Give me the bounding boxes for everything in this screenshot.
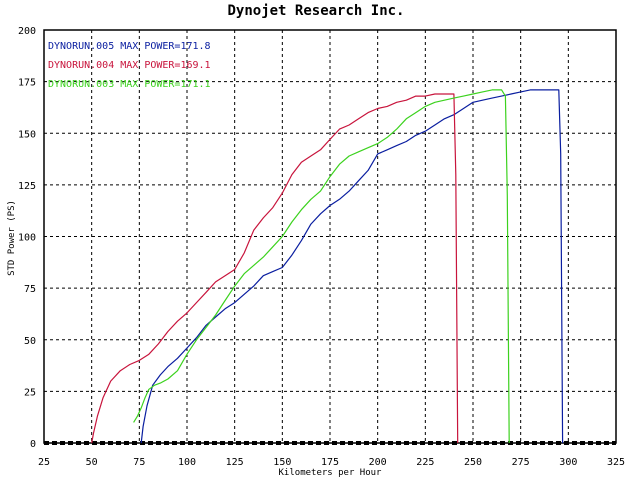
x-tick-label: 200	[369, 457, 387, 468]
x-tick-label: 75	[133, 457, 145, 468]
x-tick-label: 250	[464, 457, 482, 468]
plot-grid	[43, 29, 617, 445]
y-axis-label: STD Power (PS)	[7, 200, 17, 276]
x-axis-label: Kilometers per Hour	[279, 468, 383, 478]
x-tick-label: 25	[38, 457, 50, 468]
y-tick-label: 125	[18, 181, 36, 192]
y-axis-ticks: 0 25 50 75 100 125 150 175 200	[18, 26, 36, 450]
x-axis-ticks: 25 50 75 100 125 150 175 200 225 250 275 300 325	[38, 457, 625, 468]
series-line-dynorun-005	[140, 89, 564, 444]
legend: DYNORUN.005 MAX POWER=171.8 DYNORUN.004 M…	[48, 41, 211, 90]
legend-entry: DYNORUN.004 MAX POWER=169.1	[48, 60, 211, 71]
y-tick-label: 200	[18, 26, 36, 37]
y-tick-label: 150	[18, 129, 36, 140]
series-line-dynorun-003	[133, 89, 510, 444]
legend-entry: DYNORUN.003 MAX POWER=171.1	[48, 79, 211, 90]
x-tick-label: 225	[416, 457, 434, 468]
x-tick-label: 175	[321, 457, 339, 468]
y-tick-label: 75	[24, 284, 36, 295]
chart-title: Dynojet Research Inc.	[227, 3, 404, 19]
y-tick-label: 25	[24, 387, 36, 398]
series-line-dynorun-004	[91, 93, 459, 444]
y-tick-label: 0	[30, 439, 36, 450]
x-tick-label: 50	[86, 457, 98, 468]
x-tick-label: 325	[607, 457, 625, 468]
y-tick-label: 100	[18, 233, 36, 244]
plot-frame	[43, 29, 617, 444]
legend-entry: DYNORUN.005 MAX POWER=171.8	[48, 41, 211, 52]
x-tick-label: 275	[512, 457, 530, 468]
series-lines	[91, 89, 564, 444]
x-tick-label: 150	[273, 457, 291, 468]
y-tick-label: 175	[18, 78, 36, 89]
x-tick-label: 100	[178, 457, 196, 468]
x-tick-label: 125	[226, 457, 244, 468]
y-tick-label: 50	[24, 336, 36, 347]
x-tick-label: 300	[559, 457, 577, 468]
